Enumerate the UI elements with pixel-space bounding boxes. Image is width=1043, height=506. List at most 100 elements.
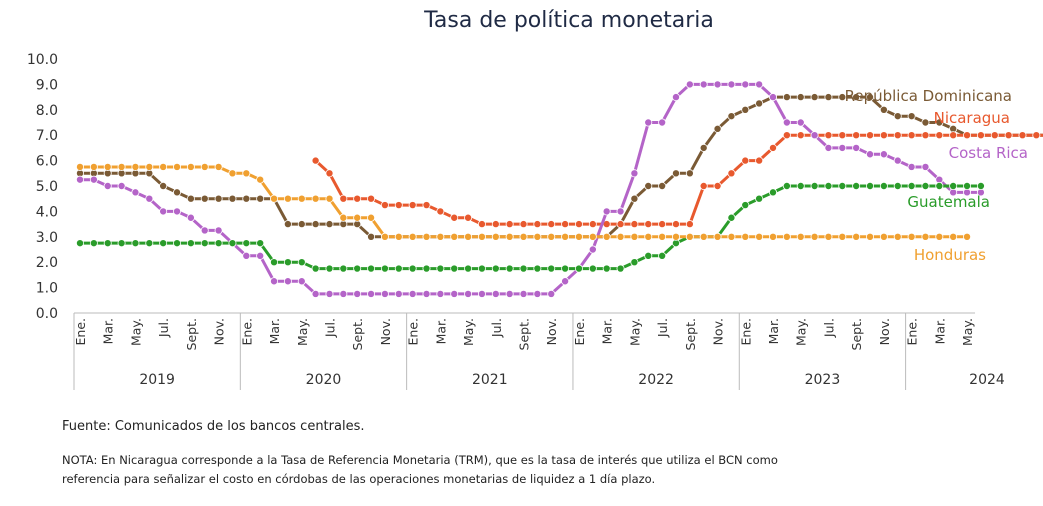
data-point <box>782 118 791 127</box>
data-point <box>380 232 389 241</box>
data-point <box>644 118 653 127</box>
data-point <box>450 213 459 222</box>
x-month-label: Sept. <box>849 318 864 350</box>
data-point <box>214 162 223 171</box>
data-point <box>533 264 542 273</box>
data-point <box>893 156 902 165</box>
data-point <box>852 131 861 140</box>
data-point <box>339 264 348 273</box>
data-point <box>907 232 916 241</box>
data-point <box>741 80 750 89</box>
data-point <box>838 143 847 152</box>
data-point <box>963 131 972 140</box>
data-point <box>630 258 639 267</box>
data-point <box>505 289 514 298</box>
x-month-label: May. <box>627 318 642 346</box>
x-year-label: 2022 <box>638 372 674 388</box>
data-point <box>685 220 694 229</box>
data-point <box>422 264 431 273</box>
data-point <box>408 201 417 210</box>
data-point <box>464 289 473 298</box>
data-point <box>380 264 389 273</box>
x-month-label: Ene. <box>406 318 421 345</box>
data-point <box>367 213 376 222</box>
data-point <box>200 162 209 171</box>
x-month-label: Ene. <box>738 318 753 345</box>
x-month-label: Nov. <box>711 318 726 345</box>
data-point <box>380 289 389 298</box>
y-tick-label: 5.0 <box>36 179 58 195</box>
data-point <box>89 162 98 171</box>
data-point <box>325 220 334 229</box>
chart-title: Tasa de política monetaria <box>424 8 714 33</box>
data-point <box>616 232 625 241</box>
data-point <box>436 232 445 241</box>
data-point <box>173 239 182 248</box>
data-point <box>339 213 348 222</box>
data-point <box>838 93 847 102</box>
data-point <box>159 162 168 171</box>
data-point <box>824 143 833 152</box>
data-point <box>644 232 653 241</box>
data-point <box>838 181 847 190</box>
data-point <box>976 131 985 140</box>
data-point <box>949 181 958 190</box>
data-point <box>796 232 805 241</box>
y-tick-label: 2.0 <box>36 255 58 271</box>
data-point <box>117 239 126 248</box>
data-point <box>588 245 597 254</box>
data-point <box>297 258 306 267</box>
data-point <box>103 181 112 190</box>
data-point <box>935 232 944 241</box>
data-point <box>921 232 930 241</box>
x-month-label: Nov. <box>378 318 393 345</box>
data-point <box>131 188 140 197</box>
data-point <box>824 232 833 241</box>
data-point <box>921 162 930 171</box>
data-point <box>658 118 667 127</box>
data-point <box>866 150 875 159</box>
x-month-label: Jul. <box>489 318 504 338</box>
data-point <box>380 201 389 210</box>
data-point <box>755 156 764 165</box>
data-point <box>741 105 750 114</box>
y-tick-label: 9.0 <box>36 77 58 93</box>
data-point <box>796 131 805 140</box>
data-point <box>505 232 514 241</box>
data-point <box>741 201 750 210</box>
data-point <box>422 232 431 241</box>
series-label: Nicaragua <box>934 109 1010 127</box>
data-point <box>671 93 680 102</box>
data-point <box>408 232 417 241</box>
data-point <box>796 93 805 102</box>
data-point <box>727 112 736 121</box>
data-point <box>519 264 528 273</box>
data-point <box>866 181 875 190</box>
data-point <box>782 131 791 140</box>
data-point <box>297 194 306 203</box>
x-month-label: May. <box>128 318 143 346</box>
data-point <box>477 220 486 229</box>
data-point <box>755 194 764 203</box>
data-point <box>394 232 403 241</box>
data-point <box>630 232 639 241</box>
data-point <box>963 232 972 241</box>
data-point <box>685 232 694 241</box>
data-point <box>283 220 292 229</box>
data-point <box>769 93 778 102</box>
data-point <box>394 201 403 210</box>
data-point <box>852 143 861 152</box>
data-point <box>976 181 985 190</box>
x-month-label: Sept. <box>350 318 365 350</box>
data-point <box>685 80 694 89</box>
data-point <box>186 194 195 203</box>
data-point <box>145 194 154 203</box>
data-point <box>464 213 473 222</box>
data-point <box>741 232 750 241</box>
data-point <box>713 80 722 89</box>
data-point <box>325 289 334 298</box>
data-point <box>367 264 376 273</box>
data-point <box>533 220 542 229</box>
data-point <box>89 175 98 184</box>
data-point <box>491 232 500 241</box>
